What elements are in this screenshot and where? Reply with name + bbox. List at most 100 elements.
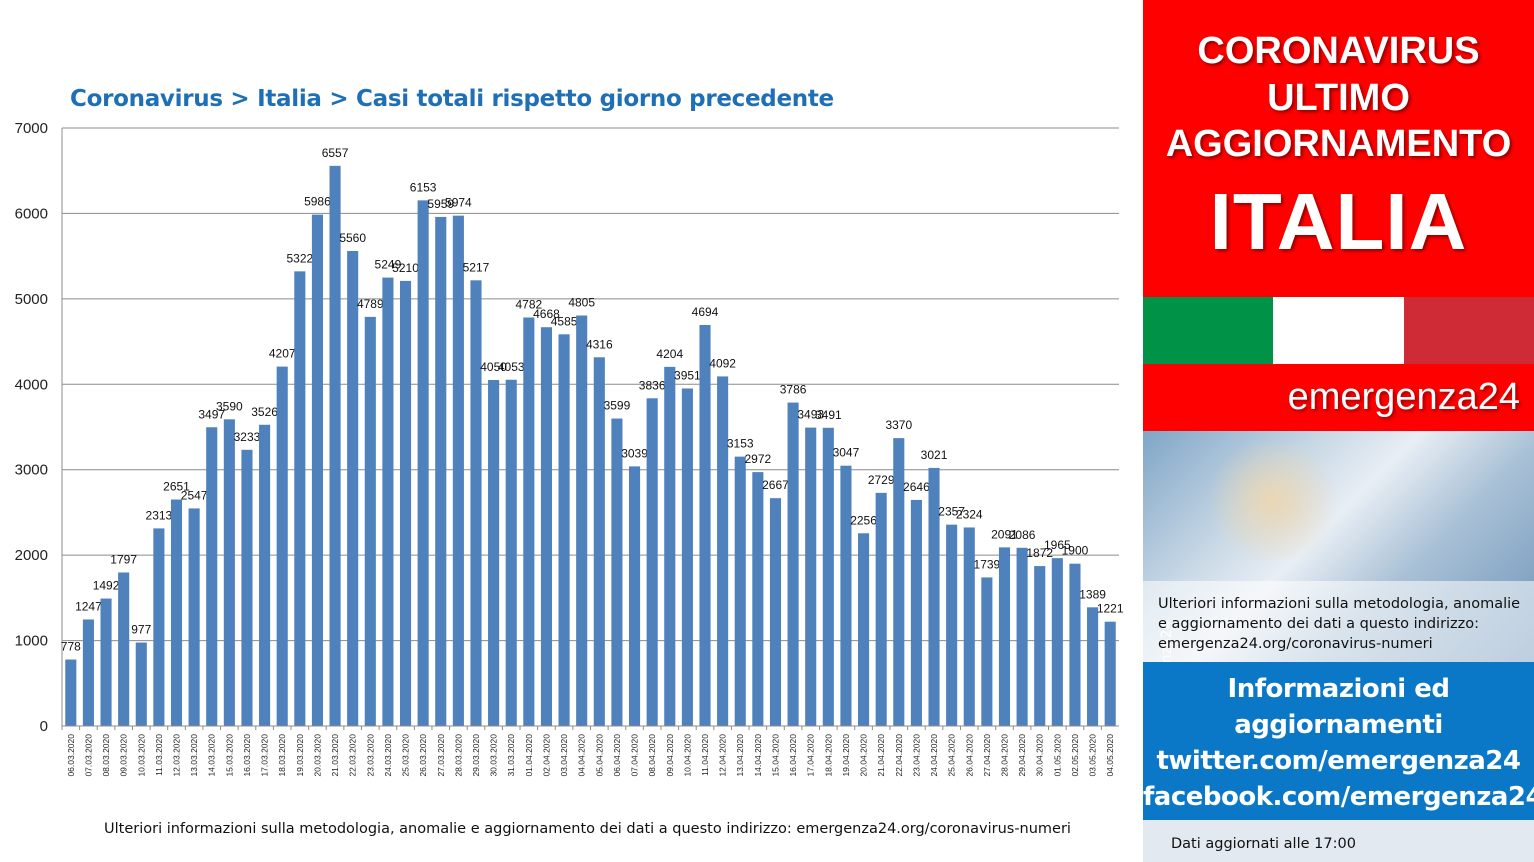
- twitter-link[interactable]: twitter.com/emergenza24: [1156, 746, 1521, 776]
- x-tick-label: 12.03.2020: [172, 734, 182, 777]
- x-tick-label: 12.04.2020: [718, 734, 728, 777]
- facebook-link[interactable]: facebook.com/emergenza24: [1143, 782, 1534, 812]
- y-tick-label: 5000: [15, 291, 48, 308]
- x-tick-label: 11.04.2020: [700, 734, 710, 776]
- headline-country: ITALIA: [1209, 177, 1468, 266]
- data-label: 3370: [885, 418, 912, 432]
- bar: [752, 472, 764, 726]
- data-label: 1221: [1097, 602, 1124, 616]
- data-label: 2313: [146, 508, 173, 522]
- x-tick-label: 23.04.2020: [911, 734, 921, 777]
- bar: [223, 419, 235, 726]
- bar: [118, 572, 130, 726]
- bar: [364, 316, 376, 726]
- data-label: 5986: [304, 195, 331, 209]
- bar: [1069, 563, 1081, 726]
- x-tick-label: 31.03.2020: [506, 734, 516, 777]
- data-label: 2646: [903, 480, 930, 494]
- bar: [840, 465, 852, 726]
- bar-chart: 0 1000 2000 3000 4000 5000 6000 7000 778 06.03.20…: [15, 120, 1124, 777]
- update-time: Dati aggiornati alle 17:00: [1171, 836, 1356, 852]
- data-label: 3491: [815, 408, 842, 422]
- flag-green-stripe: [1143, 297, 1273, 364]
- bar: [488, 380, 500, 726]
- x-tick-label: 24.03.2020: [383, 734, 393, 777]
- social-line-2: aggiornamenti: [1234, 710, 1443, 740]
- data-label: 1965: [1044, 538, 1071, 552]
- x-tick-label: 30.04.2020: [1035, 734, 1045, 777]
- data-label: 3590: [216, 399, 243, 413]
- data-label: 3951: [674, 368, 701, 382]
- bar: [276, 366, 288, 726]
- data-label: 4053: [498, 360, 525, 374]
- x-tick-label: 04.04.2020: [577, 734, 587, 777]
- bar: [135, 642, 147, 726]
- x-tick-label: 27.03.2020: [436, 734, 446, 777]
- data-label: 2357: [938, 505, 965, 519]
- bar: [65, 659, 77, 726]
- x-tick-label: 25.04.2020: [947, 734, 957, 777]
- y-tick-label: 0: [40, 718, 48, 735]
- data-label: 2972: [745, 452, 772, 466]
- bar: [1087, 607, 1099, 726]
- y-tick-label: 2000: [15, 547, 48, 564]
- y-tick-label: 4000: [15, 376, 48, 393]
- data-label: 977: [131, 623, 151, 637]
- x-tick-label: 26.04.2020: [964, 734, 974, 777]
- bar: [1034, 566, 1046, 726]
- x-tick-label: 19.04.2020: [841, 734, 851, 777]
- data-label: 5959: [427, 197, 454, 211]
- data-label: 1389: [1079, 587, 1106, 601]
- bar: [717, 376, 729, 726]
- x-tick-label: 02.05.2020: [1070, 734, 1080, 777]
- bar: [646, 398, 658, 726]
- data-label: 4782: [515, 297, 542, 311]
- x-tick-label: 20.03.2020: [312, 734, 322, 777]
- data-label: 2091: [991, 527, 1018, 541]
- x-tick-label: 24.04.2020: [929, 734, 939, 777]
- bar: [188, 508, 200, 726]
- side-info-line-3: emergenza24.org/coronavirus-numeri: [1158, 636, 1433, 652]
- x-tick-label: 15.04.2020: [770, 734, 780, 777]
- bar: [576, 315, 588, 726]
- x-tick-label: 09.03.2020: [119, 734, 129, 777]
- bar: [946, 524, 958, 726]
- data-label: 3047: [833, 446, 860, 460]
- x-tick-label: 03.04.2020: [559, 734, 569, 777]
- data-label: 5210: [392, 261, 419, 275]
- side-panel: CORONAVIRUS ULTIMO AGGIORNAMENTO ITALIA …: [1143, 0, 1534, 862]
- data-label: 5249: [375, 258, 402, 272]
- bar: [699, 324, 711, 726]
- bar: [822, 427, 834, 726]
- side-info-line-1: Ulteriori informazioni sulla metodologia…: [1158, 596, 1521, 612]
- bar: [893, 438, 905, 726]
- data-label: 2729: [868, 473, 895, 487]
- x-tick-label: 14.03.2020: [207, 734, 217, 777]
- x-tick-label: 07.03.2020: [83, 734, 93, 777]
- bar: [805, 427, 817, 726]
- bar: [664, 366, 676, 726]
- x-tick-label: 06.04.2020: [612, 734, 622, 777]
- bar: [435, 216, 447, 726]
- x-tick-label: 17.03.2020: [260, 734, 270, 777]
- data-label: 3039: [621, 446, 648, 460]
- x-tick-label: 27.04.2020: [982, 734, 992, 777]
- x-tick-label: 16.03.2020: [242, 734, 252, 777]
- x-tick-label: 01.05.2020: [1052, 734, 1062, 777]
- bar: [452, 215, 464, 726]
- bar: [963, 527, 975, 726]
- x-tick-label: 06.03.2020: [66, 734, 76, 777]
- bar: [769, 498, 782, 726]
- x-tick-label: 03.05.2020: [1088, 734, 1098, 777]
- bar: [998, 547, 1011, 726]
- data-label: 1872: [1026, 546, 1053, 560]
- y-tick-label: 3000: [15, 462, 48, 479]
- bar: [470, 280, 482, 726]
- headline-line-3: AGGIORNAMENTO: [1165, 123, 1512, 165]
- y-tick-label: 7000: [15, 120, 48, 137]
- photo-glow: [1203, 441, 1343, 561]
- headline-line-1: CORONAVIRUS: [1197, 30, 1480, 72]
- bar: [875, 492, 887, 726]
- data-label: 5560: [339, 231, 366, 245]
- x-tick-label: 19.03.2020: [295, 734, 305, 777]
